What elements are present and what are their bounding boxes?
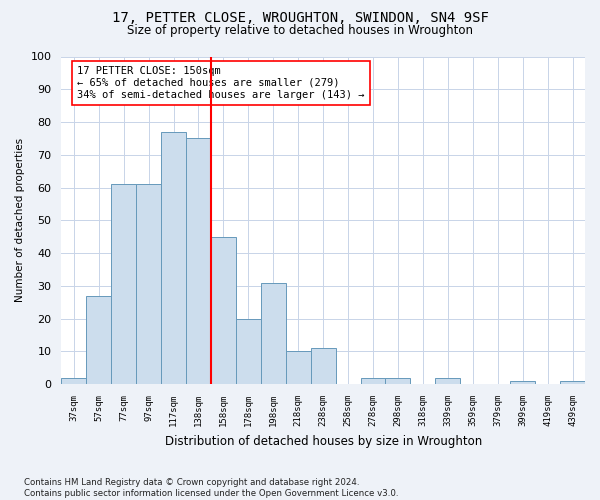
Bar [61,378,86,384]
Bar [385,378,410,384]
Bar [361,378,385,384]
Text: Contains HM Land Registry data © Crown copyright and database right 2024.
Contai: Contains HM Land Registry data © Crown c… [24,478,398,498]
Bar [161,132,186,384]
Text: 17, PETTER CLOSE, WROUGHTON, SWINDON, SN4 9SF: 17, PETTER CLOSE, WROUGHTON, SWINDON, SN… [112,11,488,25]
Bar [211,236,236,384]
Bar [261,282,286,384]
Text: Size of property relative to detached houses in Wroughton: Size of property relative to detached ho… [127,24,473,37]
Text: 17 PETTER CLOSE: 150sqm
← 65% of detached houses are smaller (279)
34% of semi-d: 17 PETTER CLOSE: 150sqm ← 65% of detache… [77,66,364,100]
Bar [86,296,111,384]
Bar [111,184,136,384]
Bar [436,378,460,384]
Bar [236,318,261,384]
Y-axis label: Number of detached properties: Number of detached properties [15,138,25,302]
Bar [286,352,311,384]
Bar [510,381,535,384]
Bar [560,381,585,384]
Bar [311,348,335,384]
X-axis label: Distribution of detached houses by size in Wroughton: Distribution of detached houses by size … [164,434,482,448]
Bar [136,184,161,384]
Bar [186,138,211,384]
